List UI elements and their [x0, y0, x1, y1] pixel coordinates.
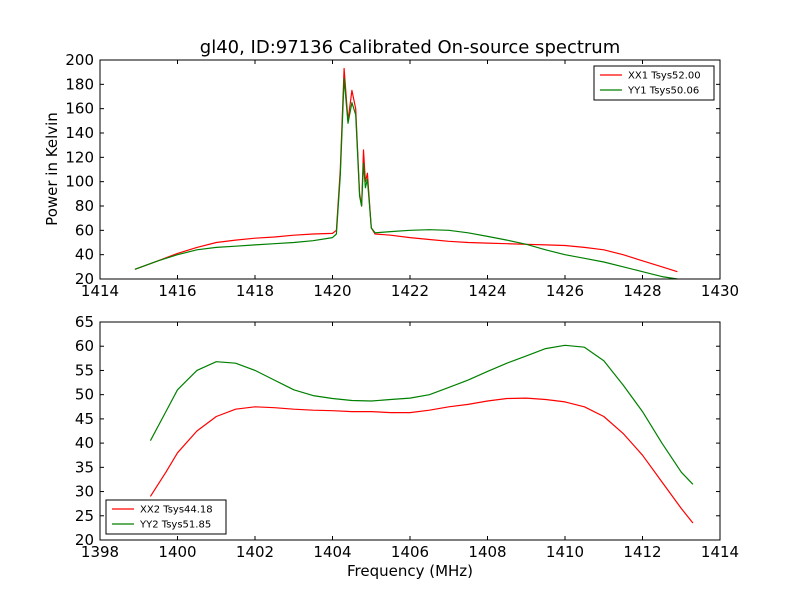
top-x-tick-label: 1418 — [236, 282, 274, 300]
top-x-tick-label: 1414 — [81, 282, 119, 300]
bottom-x-tick-label: 1398 — [81, 543, 119, 561]
top-y-tick-label: 200 — [65, 51, 94, 69]
top-legend: XX1 Tsys52.00 YY1 Tsys50.06 — [593, 65, 715, 101]
bottom-y-tick-label: 50 — [75, 386, 94, 404]
bottom-series-line-2 — [149, 344, 694, 485]
top-y-tick-label: 100 — [65, 173, 94, 191]
bottom-x-tick-label: 1412 — [623, 543, 661, 561]
bottom-y-tick-label: 20 — [75, 531, 94, 549]
bottom-x-tick-label: 1400 — [158, 543, 196, 561]
bottom-x-tick-label: 1406 — [391, 543, 429, 561]
top-legend-box — [593, 65, 715, 101]
bottom-x-tick-label: 1402 — [236, 543, 274, 561]
bottom-plot: 1398 1400 1402 1404 1406 1408 1410 1412 1414 20 25… — [75, 313, 739, 561]
bottom-legend-label-1: XX2 Tsys44.18 — [140, 505, 213, 516]
bottom-y-tick-label: 60 — [75, 337, 94, 355]
top-series-line-2 — [134, 77, 678, 280]
bottom-y-tick-label: 55 — [75, 361, 94, 379]
top-y-tick-label: 120 — [65, 148, 94, 166]
bottom-x-tick-label: 1410 — [546, 543, 584, 561]
top-y-tick-label: 80 — [75, 197, 94, 215]
top-y-tick-label: 60 — [75, 221, 94, 239]
top-y-tick-label: 180 — [65, 75, 94, 93]
top-y-tick-label: 20 — [75, 270, 94, 288]
top-x-tick-label: 1420 — [313, 282, 351, 300]
bottom-y-tick-label: 40 — [75, 434, 94, 452]
bottom-y-tick-label: 65 — [75, 313, 94, 331]
bottom-legend-box — [105, 499, 227, 535]
top-x-tick-label: 1416 — [158, 282, 196, 300]
top-series-line-1 — [134, 67, 678, 273]
top-x-tick-label: 1430 — [701, 282, 739, 300]
bottom-y-tick-label: 35 — [75, 458, 94, 476]
bottom-x-axis-title: Frequency (MHz) — [347, 562, 473, 580]
bottom-legend-label-2: YY2 Tsys51.85 — [139, 520, 211, 531]
top-y-tick-label: 40 — [75, 246, 94, 264]
top-plot: 1414 1416 1418 1420 1422 1424 1426 1428 1430 20 40… — [65, 51, 739, 300]
top-legend-label-1: XX1 Tsys52.00 — [628, 71, 701, 82]
top-x-tick-label: 1424 — [468, 282, 506, 300]
bottom-x-tick-label: 1404 — [313, 543, 351, 561]
bottom-legend: XX2 Tsys44.18 YY2 Tsys51.85 — [105, 499, 227, 535]
top-y-axis-title: Power in Kelvin — [43, 112, 61, 226]
bottom-series-line-1 — [149, 397, 694, 524]
top-x-tick-label: 1426 — [546, 282, 584, 300]
top-y-tick-label: 160 — [65, 100, 94, 118]
chart-title: gl40, ID:97136 Calibrated On-source spec… — [200, 37, 620, 58]
bottom-y-tick-label: 45 — [75, 410, 94, 428]
top-legend-label-2: YY1 Tsys50.06 — [627, 86, 699, 97]
bottom-x-tick-label: 1414 — [701, 543, 739, 561]
top-y-tick-label: 140 — [65, 124, 94, 142]
bottom-x-tick-label: 1408 — [468, 543, 506, 561]
bottom-y-tick-label: 25 — [75, 507, 94, 525]
top-x-tick-label: 1428 — [623, 282, 661, 300]
top-x-tick-label: 1422 — [391, 282, 429, 300]
bottom-y-tick-label: 30 — [75, 483, 94, 501]
